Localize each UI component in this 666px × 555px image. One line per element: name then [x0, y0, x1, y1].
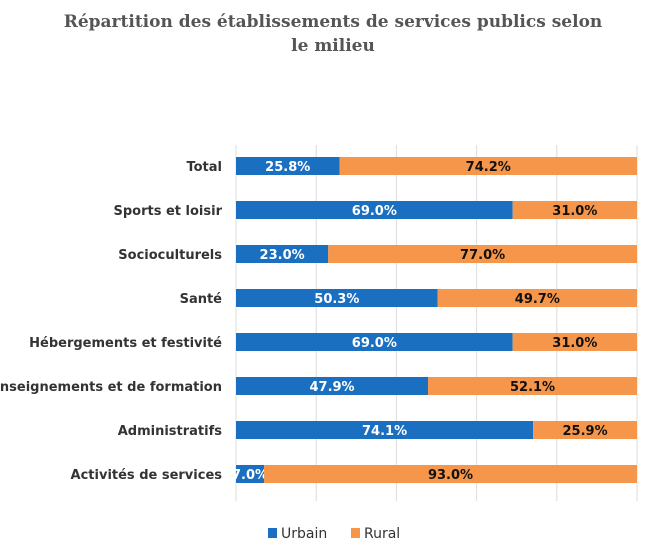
bar-urbain — [236, 289, 438, 307]
bar-rural — [533, 421, 637, 439]
category-label: Hébergements et festivité — [29, 336, 222, 351]
legend-label-rural: Rural — [364, 526, 400, 542]
legend-swatch-rural — [351, 528, 360, 538]
bar-rural — [264, 465, 637, 483]
legend-swatch-urbain — [268, 528, 277, 538]
data-label: 77.0% — [460, 248, 505, 263]
category-label: Sports et loisir — [114, 204, 223, 219]
data-label: 93.0% — [428, 468, 473, 483]
data-label: 7.0% — [232, 468, 268, 483]
bar-rural — [512, 201, 637, 219]
data-label: 50.3% — [314, 292, 359, 307]
bar-rural — [328, 245, 637, 263]
data-label: 49.7% — [515, 292, 560, 307]
bar-urbain — [236, 421, 534, 439]
data-label: 69.0% — [352, 204, 397, 219]
chart-title-line-2: le milieu — [291, 36, 375, 56]
bar-urbain — [236, 333, 513, 351]
data-label: 47.9% — [309, 380, 354, 395]
category-label: Administratifs — [118, 424, 223, 439]
chart-title-line-1: Répartition des établissements de servic… — [63, 12, 603, 32]
bar-rural — [428, 377, 637, 395]
data-label: 25.9% — [563, 424, 608, 439]
category-label: Total — [186, 160, 222, 175]
bar-rural — [437, 289, 637, 307]
bar-rural — [339, 157, 637, 175]
bar-rural — [512, 333, 637, 351]
bar-urbain — [236, 465, 265, 483]
category-label: Enseignements et de formation — [0, 380, 222, 395]
data-label: 31.0% — [552, 204, 597, 219]
bar-urbain — [236, 377, 429, 395]
category-label: Activités de services — [71, 468, 223, 483]
category-label: Socioculturels — [118, 248, 222, 263]
bar-urbain — [236, 245, 329, 263]
bar-urbain — [236, 157, 340, 175]
category-label: Santé — [180, 292, 223, 307]
bar-urbain — [236, 201, 513, 219]
data-label: 23.0% — [260, 248, 305, 263]
data-label: 74.2% — [466, 160, 511, 175]
data-label: 25.8% — [265, 160, 310, 175]
data-label: 52.1% — [510, 380, 555, 395]
legend-label-urbain: Urbain — [281, 526, 327, 542]
data-label: 74.1% — [362, 424, 407, 439]
data-label: 69.0% — [352, 336, 397, 351]
data-label: 31.0% — [552, 336, 597, 351]
